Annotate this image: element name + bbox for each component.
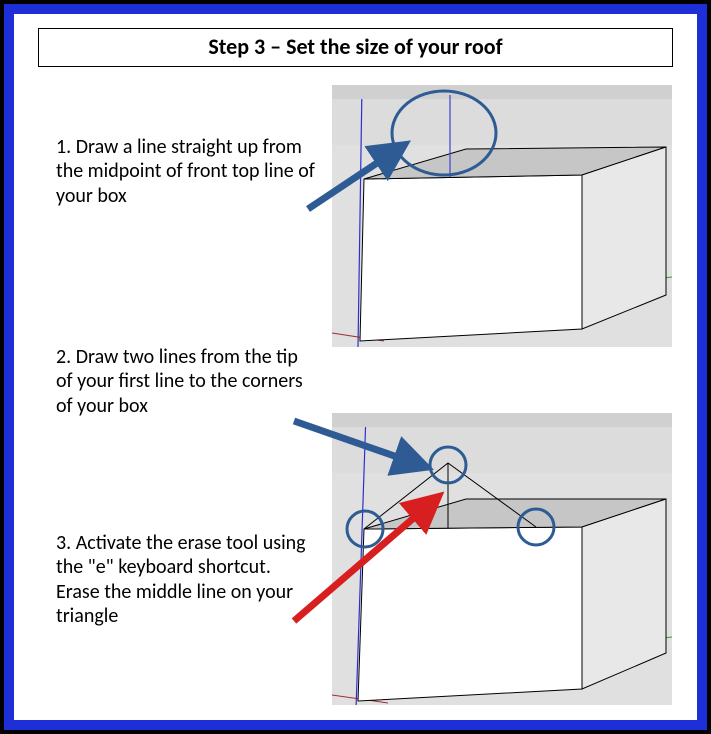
page: Step 3 – Set the size of your roof 1. Dr… xyxy=(14,14,697,720)
panel-1 xyxy=(332,85,672,347)
panel-2 xyxy=(332,413,672,705)
title-box: Step 3 – Set the size of your roof xyxy=(38,28,673,67)
outer-frame: Step 3 – Set the size of your roof 1. Dr… xyxy=(0,0,711,734)
diagram-svg xyxy=(32,81,679,705)
page-title: Step 3 – Set the size of your roof xyxy=(208,33,502,60)
content-area: 1. Draw a line straight up from the midp… xyxy=(32,81,679,705)
